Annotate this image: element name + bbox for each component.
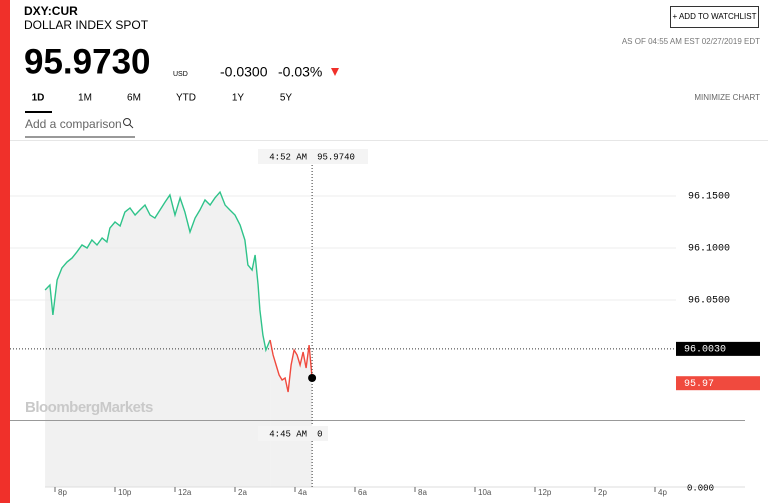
tab[interactable]: 5Y [280,93,293,104]
x-tick-label: 2a [238,488,247,497]
x-tick-label: 12p [538,488,552,497]
watchlist-button[interactable] [670,6,759,28]
area [270,340,313,487]
tabs: 1D 1M 6M YTD 1Y 5Y [32,93,293,104]
area [45,192,271,487]
x-tick-label: 4a [298,488,307,497]
volume-crosshair-bg [258,426,328,441]
crosshair-value: 95.9740 [317,152,355,162]
price: 95.9730 [24,42,151,81]
tab[interactable]: 1M [78,93,92,104]
last-point [308,374,317,382]
price-line [269,339,313,393]
tab[interactable]: YTD [176,93,196,104]
plot: 96.1500 96.1000 96.0500 0.000 8p 10p 12a 2a 4a 6a… [10,149,760,497]
change: -0.0300 [220,64,268,80]
x-tick-label: 8a [418,488,427,497]
x-tick-label: 6a [358,488,367,497]
accent-bar [0,0,10,503]
down-arrow [331,68,339,76]
volume-crosshair-value: 0 [317,429,322,439]
search-icon [123,118,131,126]
comparison-input[interactable]: Add a comparison [25,117,122,131]
volume-crosshair-time: 4:45 AM [269,429,307,439]
x-tick-label: 10a [478,488,492,497]
x-tick-label: 2p [598,488,607,497]
crosshair-time: 4:52 AM [269,152,307,162]
previous-close-label: 96.0030 [684,345,726,356]
last-badge [676,376,760,391]
x-tick-label: 4p [658,488,667,497]
last-label: 95.97 [684,379,714,390]
watchlist-label[interactable]: + ADD TO WATCHLIST [673,12,757,21]
ticker: DXY:CUR [24,4,78,18]
tab[interactable]: 1D [32,93,45,104]
y-tick-label: 96.1000 [688,244,730,255]
volume-axis-label: 0.000 [687,483,714,493]
price-line [44,190,271,353]
previous-close-badge [676,341,760,356]
currency: USD [173,71,188,78]
y-tick-label: 96.1500 [688,192,730,203]
watermark: BloombergMarkets [25,399,153,416]
tab[interactable]: 6M [127,93,141,104]
search-icon-handle [129,124,134,129]
timestamp: AS OF 04:55 AM EST 02/27/2019 EDT [622,37,760,46]
minimize-chart[interactable]: MINIMIZE CHART [694,93,760,102]
x-tick-label: 12a [178,488,192,497]
change-pct: -0.03% [278,64,322,80]
x-tick-label: 10p [118,488,132,497]
crosshair-label-bg [258,149,368,164]
tab[interactable]: 1Y [232,93,245,104]
y-tick-label: 96.0500 [688,296,730,307]
instrument-name: DOLLAR INDEX SPOT [24,18,149,32]
x-tick-label: 8p [58,488,67,497]
